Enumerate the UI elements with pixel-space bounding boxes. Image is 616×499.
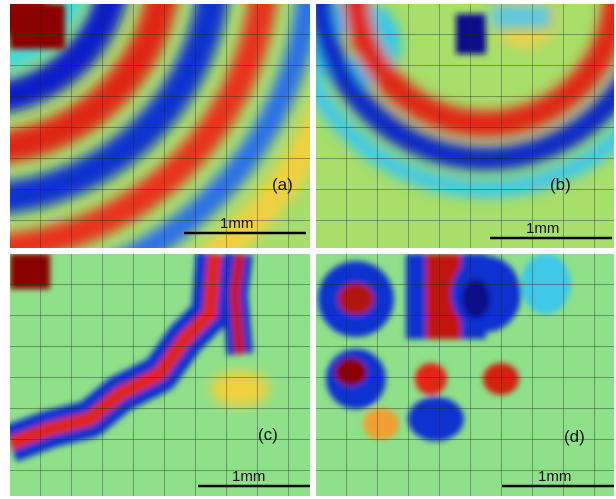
scale-label: 1mm: [220, 215, 253, 232]
scale-label: 1mm: [232, 468, 265, 485]
panel-label: (c): [258, 425, 278, 444]
panel-c: (c) 1mm: [10, 254, 310, 498]
panel-label: (a): [272, 175, 293, 194]
scale-label: 1mm: [526, 220, 559, 237]
figure: (a) 1mm (b) 1mm: [0, 0, 616, 499]
panel-b: (b) 1mm: [291, 0, 616, 248]
panel-label: (b): [550, 175, 571, 194]
panel-label: (d): [564, 427, 585, 446]
scale-label: 1mm: [538, 468, 571, 485]
panel-d: (d) 1mm: [316, 254, 616, 498]
